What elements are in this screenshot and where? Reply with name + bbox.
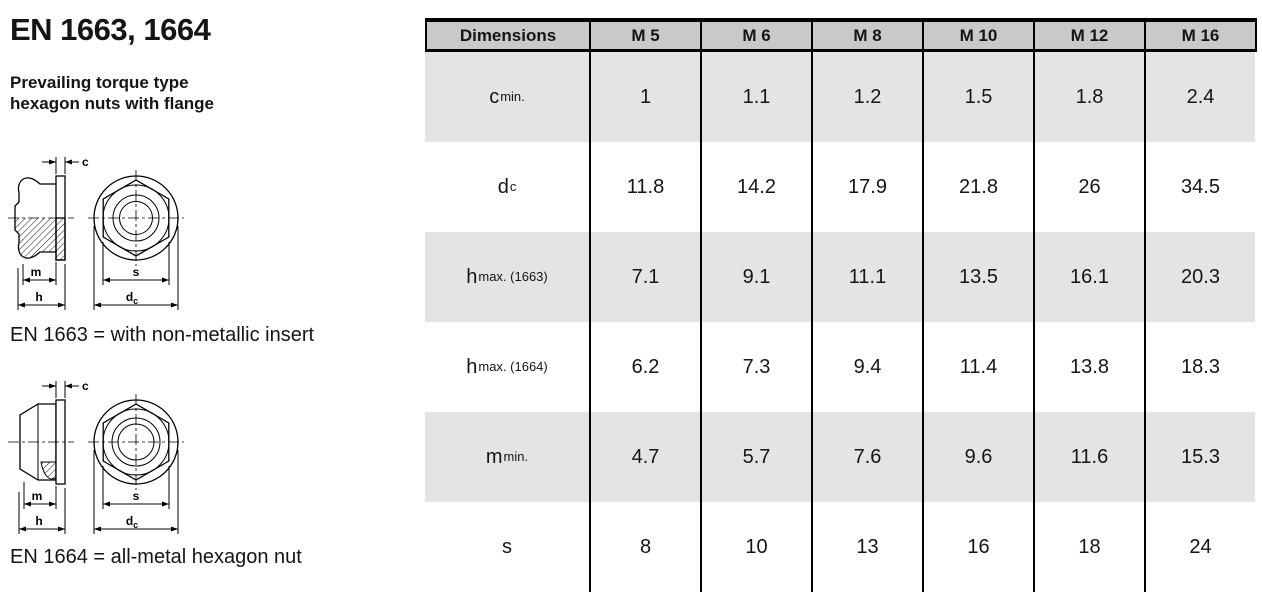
front-view bbox=[88, 170, 184, 266]
dim-label-h: h bbox=[35, 290, 42, 304]
table-cell: 9.1 bbox=[700, 232, 811, 322]
table-cell: 1 bbox=[589, 52, 700, 142]
table-cell: 17.9 bbox=[811, 142, 922, 232]
dimension-m: m bbox=[23, 482, 57, 509]
col-header-size: M 6 bbox=[700, 22, 811, 49]
dim-label-c: c bbox=[82, 379, 89, 393]
table-cell: 1.5 bbox=[922, 52, 1033, 142]
dim-label-h: h bbox=[35, 514, 42, 528]
col-header-size: M 5 bbox=[589, 22, 700, 49]
table-cell: 11.6 bbox=[1033, 412, 1144, 502]
dim-label-dc: dc bbox=[126, 290, 138, 306]
dim-label-c: c bbox=[82, 155, 89, 169]
table-body: c min. 1 1.1 1.2 1.5 1.8 2.4 d c 11.8 14.2 17.9 21.8 2… bbox=[425, 52, 1255, 592]
row-label: h max. (1663) bbox=[466, 265, 548, 288]
figure-en1664-drawing: c m h bbox=[8, 379, 184, 534]
dimension-dc: dc bbox=[93, 226, 179, 310]
col-header-size: M 12 bbox=[1033, 22, 1144, 49]
figure-en1663-drawing: c m h bbox=[8, 155, 184, 310]
row-label: c min. bbox=[489, 85, 525, 108]
table-cell: 7.1 bbox=[589, 232, 700, 322]
table-cell: 2.4 bbox=[1144, 52, 1255, 142]
table-row: c min. 1 1.1 1.2 1.5 1.8 2.4 bbox=[425, 52, 1255, 142]
table-cell: 14.2 bbox=[700, 142, 811, 232]
side-view bbox=[8, 175, 74, 261]
col-header-size: M 16 bbox=[1144, 22, 1255, 49]
page-title: EN 1663, 1664 bbox=[10, 12, 211, 47]
page-subtitle: Prevailing torque type hexagon nuts with… bbox=[10, 72, 214, 115]
subtitle-line-1: Prevailing torque type bbox=[10, 73, 189, 92]
table-cell: 5.7 bbox=[700, 412, 811, 502]
dimension-h: h bbox=[17, 264, 66, 310]
table-cell: 16 bbox=[922, 502, 1033, 592]
dim-label-s: s bbox=[133, 489, 140, 503]
dim-label-dc: dc bbox=[126, 514, 138, 530]
row-label: m min. bbox=[485, 445, 529, 468]
table-cell: 11.4 bbox=[922, 322, 1033, 412]
dimension-m: m bbox=[22, 262, 57, 285]
dim-label-m: m bbox=[31, 265, 42, 279]
table-row: m min. 4.7 5.7 7.6 9.6 11.6 15.3 bbox=[425, 412, 1255, 502]
table-cell: 7.3 bbox=[700, 322, 811, 412]
caption-en1663: EN 1663 = with non-metallic insert bbox=[10, 324, 315, 346]
table-cell: 9.4 bbox=[811, 322, 922, 412]
side-view bbox=[8, 399, 74, 485]
col-header-dimensions: Dimensions bbox=[459, 26, 557, 45]
table-cell: 11.8 bbox=[589, 142, 700, 232]
dimension-h: h bbox=[18, 488, 66, 534]
dim-label-s: s bbox=[133, 265, 140, 279]
table-cell: 21.8 bbox=[922, 142, 1033, 232]
col-header-size: M 10 bbox=[922, 22, 1033, 49]
table-cell: 24 bbox=[1144, 502, 1255, 592]
table-cell: 13.5 bbox=[922, 232, 1033, 322]
table-cell: 4.7 bbox=[589, 412, 700, 502]
table-cell: 20.3 bbox=[1144, 232, 1255, 322]
dimension-s: s bbox=[102, 242, 170, 285]
table-cell: 1.1 bbox=[700, 52, 811, 142]
dimension-c: c bbox=[42, 155, 89, 174]
dimension-c: c bbox=[42, 379, 89, 398]
table-cell: 1.8 bbox=[1033, 52, 1144, 142]
table-cell: 13 bbox=[811, 502, 922, 592]
flange-section-hatch bbox=[55, 217, 66, 261]
dimension-dc: dc bbox=[93, 450, 179, 534]
table-cell: 6.2 bbox=[589, 322, 700, 412]
table-cell: 1.2 bbox=[811, 52, 922, 142]
table-cell: 11.1 bbox=[811, 232, 922, 322]
insert-hatch bbox=[15, 218, 56, 259]
table-row: d c 11.8 14.2 17.9 21.8 26 34.5 bbox=[425, 142, 1255, 232]
subtitle-line-2: hexagon nuts with flange bbox=[10, 94, 215, 114]
table-cell: 8 bbox=[589, 502, 700, 592]
table-cell: 34.5 bbox=[1144, 142, 1255, 232]
row-label: s bbox=[502, 535, 512, 558]
caption-en1664: EN 1664 = all-metal hexagon nut bbox=[10, 546, 302, 568]
table-cell: 26 bbox=[1033, 142, 1144, 232]
dim-label-m: m bbox=[32, 489, 43, 503]
col-header-size: M 8 bbox=[811, 22, 922, 49]
table-row: h max. (1663) 7.1 9.1 11.1 13.5 16.1 20.3 bbox=[425, 232, 1255, 322]
table-cell: 18.3 bbox=[1144, 322, 1255, 412]
table-cell: 7.6 bbox=[811, 412, 922, 502]
front-view bbox=[88, 394, 184, 490]
table-cell: 16.1 bbox=[1033, 232, 1144, 322]
table-cell: 9.6 bbox=[922, 412, 1033, 502]
table-cell: 15.3 bbox=[1144, 412, 1255, 502]
table-cell: 10 bbox=[700, 502, 811, 592]
row-label: h max. (1664) bbox=[466, 355, 548, 378]
table-row: s 8 10 13 16 18 24 bbox=[425, 502, 1255, 592]
dimension-s: s bbox=[102, 466, 170, 509]
table-row: h max. (1664) 6.2 7.3 9.4 11.4 13.8 18.3 bbox=[425, 322, 1255, 412]
table-cell: 13.8 bbox=[1033, 322, 1144, 412]
table-cell: 18 bbox=[1033, 502, 1144, 592]
